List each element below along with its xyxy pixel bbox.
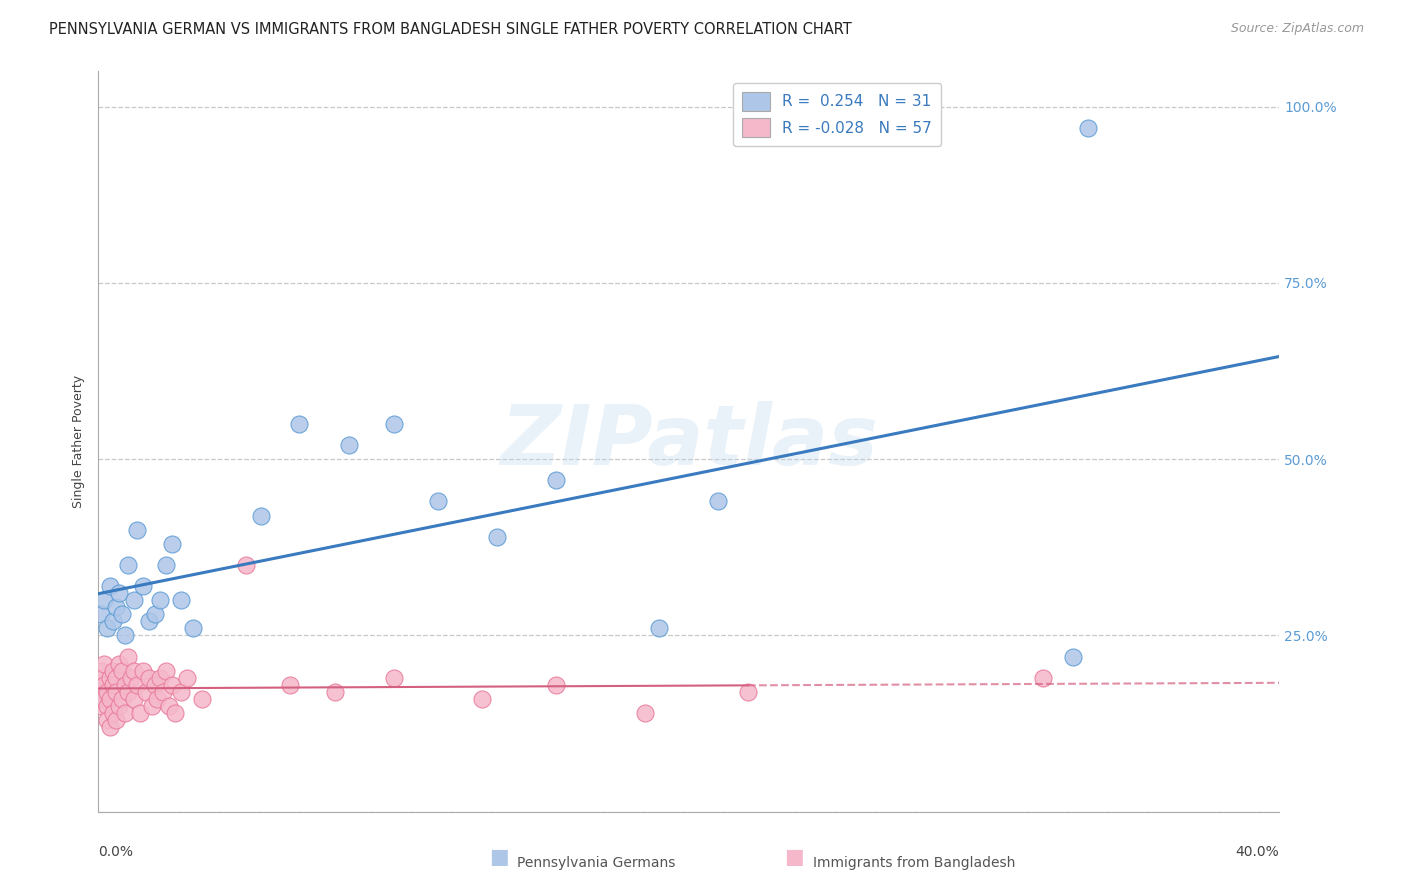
Point bbox=[125, 523, 148, 537]
Point bbox=[125, 678, 148, 692]
Text: Source: ZipAtlas.com: Source: ZipAtlas.com bbox=[1230, 22, 1364, 36]
Point bbox=[1077, 120, 1099, 135]
Point bbox=[93, 678, 115, 692]
Point bbox=[382, 671, 405, 685]
Point bbox=[93, 593, 115, 607]
Point bbox=[122, 664, 145, 678]
Point bbox=[165, 706, 187, 720]
Point bbox=[120, 671, 142, 685]
Point bbox=[170, 685, 193, 699]
Point bbox=[111, 692, 134, 706]
Point bbox=[96, 621, 118, 635]
Point bbox=[98, 671, 121, 685]
Point bbox=[162, 678, 183, 692]
Point bbox=[98, 720, 121, 734]
Point bbox=[105, 671, 128, 685]
Point bbox=[108, 586, 131, 600]
Point bbox=[96, 685, 118, 699]
Point bbox=[117, 685, 139, 699]
Point bbox=[1032, 671, 1054, 685]
Point bbox=[90, 664, 112, 678]
Point bbox=[146, 692, 169, 706]
Point bbox=[176, 671, 198, 685]
Point bbox=[191, 692, 214, 706]
Point bbox=[138, 615, 160, 629]
Text: 0.0%: 0.0% bbox=[98, 845, 134, 859]
Point bbox=[89, 678, 111, 692]
Point bbox=[143, 607, 166, 622]
Point bbox=[280, 678, 302, 692]
Point bbox=[737, 685, 759, 699]
Point bbox=[170, 593, 193, 607]
Text: PENNSYLVANIA GERMAN VS IMMIGRANTS FROM BANGLADESH SINGLE FATHER POVERTY CORRELAT: PENNSYLVANIA GERMAN VS IMMIGRANTS FROM B… bbox=[49, 22, 852, 37]
Point bbox=[132, 664, 155, 678]
Point bbox=[181, 621, 204, 635]
Point bbox=[90, 607, 112, 622]
Point bbox=[132, 579, 155, 593]
Point bbox=[117, 558, 139, 572]
Point bbox=[96, 698, 118, 713]
Point bbox=[155, 664, 177, 678]
Text: ■: ■ bbox=[489, 847, 509, 867]
Point bbox=[143, 678, 166, 692]
Text: 40.0%: 40.0% bbox=[1236, 845, 1279, 859]
Point bbox=[707, 494, 730, 508]
Text: ZIPatlas: ZIPatlas bbox=[501, 401, 877, 482]
Point bbox=[103, 678, 125, 692]
Point bbox=[114, 628, 136, 642]
Point bbox=[103, 615, 125, 629]
Point bbox=[93, 692, 115, 706]
Point bbox=[90, 671, 112, 685]
Point bbox=[111, 607, 134, 622]
Text: ■: ■ bbox=[785, 847, 804, 867]
Point bbox=[382, 417, 405, 431]
Point bbox=[546, 678, 568, 692]
Point bbox=[98, 692, 121, 706]
Text: Immigrants from Bangladesh: Immigrants from Bangladesh bbox=[813, 856, 1015, 871]
Point bbox=[103, 706, 125, 720]
Point bbox=[135, 685, 157, 699]
Point bbox=[105, 685, 128, 699]
Point bbox=[105, 713, 128, 727]
Point bbox=[103, 664, 125, 678]
Point bbox=[114, 706, 136, 720]
Point bbox=[288, 417, 311, 431]
Legend: R =  0.254   N = 31, R = -0.028   N = 57: R = 0.254 N = 31, R = -0.028 N = 57 bbox=[734, 83, 941, 146]
Point bbox=[250, 508, 273, 523]
Point bbox=[117, 649, 139, 664]
Point bbox=[1062, 649, 1084, 664]
Y-axis label: Single Father Poverty: Single Father Poverty bbox=[72, 375, 86, 508]
Point bbox=[111, 664, 134, 678]
Point bbox=[323, 685, 346, 699]
Point bbox=[235, 558, 257, 572]
Point bbox=[149, 671, 172, 685]
Point bbox=[486, 530, 509, 544]
Point bbox=[128, 706, 150, 720]
Point bbox=[339, 438, 361, 452]
Point bbox=[108, 657, 131, 671]
Point bbox=[98, 579, 121, 593]
Point bbox=[96, 713, 118, 727]
Point bbox=[108, 698, 131, 713]
Point bbox=[122, 593, 145, 607]
Point bbox=[155, 558, 177, 572]
Point bbox=[471, 692, 494, 706]
Point bbox=[138, 671, 160, 685]
Point bbox=[157, 698, 180, 713]
Point bbox=[634, 706, 657, 720]
Point bbox=[546, 473, 568, 487]
Point bbox=[427, 494, 450, 508]
Point bbox=[122, 692, 145, 706]
Point bbox=[89, 685, 111, 699]
Point bbox=[90, 698, 112, 713]
Point bbox=[93, 657, 115, 671]
Point bbox=[105, 600, 128, 615]
Point bbox=[648, 621, 671, 635]
Text: Pennsylvania Germans: Pennsylvania Germans bbox=[517, 856, 676, 871]
Point bbox=[114, 678, 136, 692]
Point bbox=[149, 593, 172, 607]
Point bbox=[141, 698, 163, 713]
Point bbox=[152, 685, 174, 699]
Point bbox=[162, 537, 183, 551]
